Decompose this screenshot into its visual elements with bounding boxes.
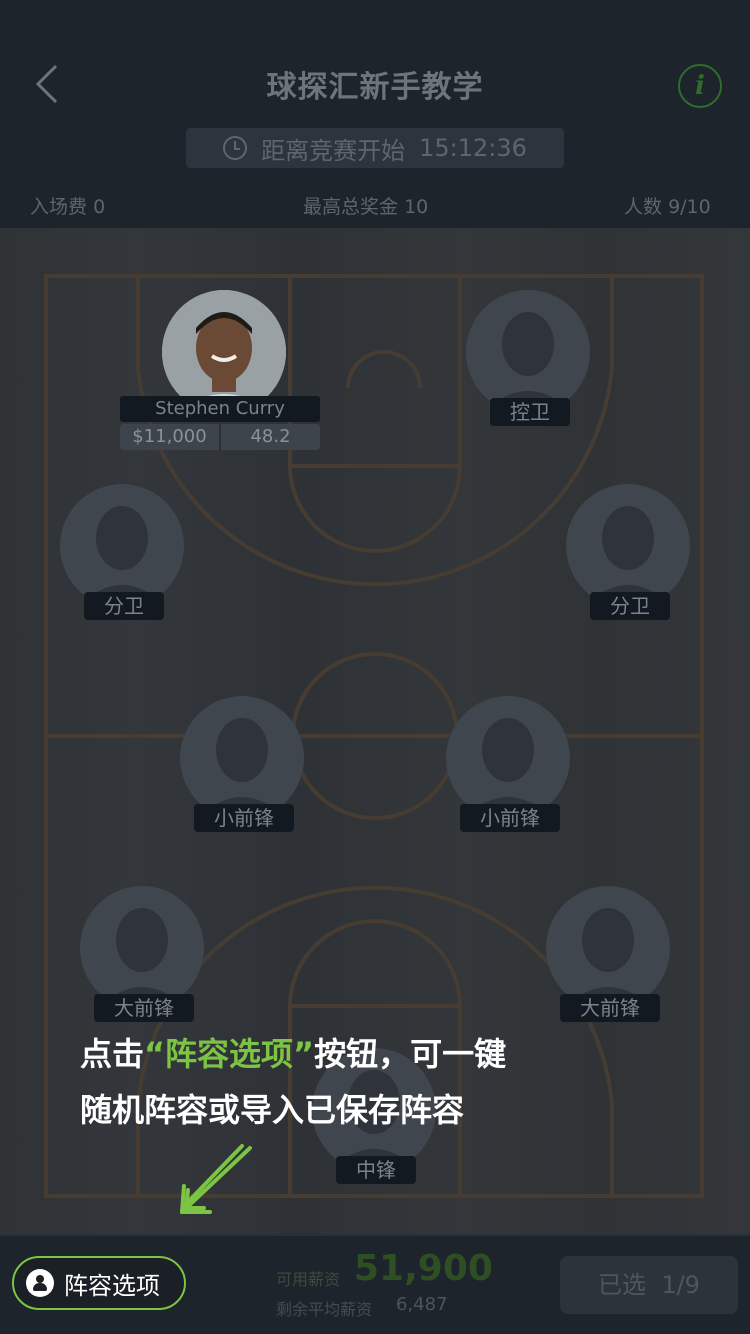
- info-icon[interactable]: i: [678, 64, 722, 108]
- player-name: Stephen Curry: [120, 396, 320, 422]
- player-slot-pg2[interactable]: 控卫: [466, 290, 594, 426]
- timer-label: 距离竞赛开始: [261, 136, 406, 165]
- lineup-button-label: 阵容选项: [64, 1271, 160, 1300]
- empty-avatar-icon: [60, 484, 184, 608]
- basketball-court: [0, 228, 750, 1234]
- player-slot-sg1[interactable]: 分卫: [60, 484, 188, 620]
- empty-avatar-icon: [546, 886, 670, 1010]
- position-label: 大前锋: [94, 994, 194, 1022]
- selected-count-button[interactable]: 已选 1/9: [560, 1256, 738, 1314]
- page-title: 球探汇新手教学: [266, 70, 484, 105]
- player-salary: $11,000: [120, 424, 221, 450]
- tutorial-line-2: 随机阵容或导入已保存阵容: [80, 1091, 465, 1129]
- lineup-options-button[interactable]: 阵容选项: [12, 1256, 186, 1310]
- tutorial-line-1: 点击“阵容选项”按钮，可一键: [80, 1035, 507, 1073]
- available-salary-label: 可用薪资: [276, 1270, 341, 1289]
- empty-avatar-icon: [312, 1048, 436, 1172]
- available-salary-value: 51,900: [354, 1248, 493, 1289]
- position-label: 分卫: [590, 592, 670, 620]
- tutorial-tip: 点击“阵容选项”按钮，可一键 随机阵容或导入已保存阵容: [80, 1026, 506, 1138]
- position-label: 控卫: [490, 398, 570, 426]
- player-slot-pf2[interactable]: 大前锋: [546, 886, 674, 1022]
- clock-icon: [223, 136, 248, 160]
- player-stats: $11,000 48.2: [120, 424, 320, 450]
- player-count: 人数 9/10: [624, 196, 711, 218]
- position-label: 小前锋: [194, 804, 294, 832]
- timer-value: 15:12:36: [419, 134, 527, 162]
- empty-avatar-icon: [80, 886, 204, 1010]
- player-slot-sf2[interactable]: 小前锋: [446, 696, 574, 832]
- position-label: 分卫: [84, 592, 164, 620]
- countdown-timer: 距离竞赛开始 15:12:36: [186, 128, 564, 168]
- entry-fee: 入场费 0: [30, 196, 106, 218]
- empty-avatar-icon: [466, 290, 590, 414]
- avg-salary-value: 6,487: [396, 1294, 448, 1315]
- empty-avatar-icon: [566, 484, 690, 608]
- player-slot-pf1[interactable]: 大前锋: [80, 886, 208, 1022]
- player-slot-c[interactable]: 中锋: [312, 1048, 440, 1184]
- arrow-icon: [180, 1144, 252, 1214]
- player-slot-sf1[interactable]: 小前锋: [180, 696, 308, 832]
- player-slot-sg2[interactable]: 分卫: [566, 484, 694, 620]
- empty-avatar-icon: [180, 696, 304, 820]
- position-label: 小前锋: [460, 804, 560, 832]
- back-icon[interactable]: [28, 60, 76, 108]
- header: 球探汇新手教学 i 距离竞赛开始 15:12:36 入场费 0 最高总奖金 10…: [0, 0, 750, 228]
- bottom-bar: 阵容选项 可用薪资 51,900 剩余平均薪资 6,487 已选 1/9: [0, 1236, 750, 1334]
- player-score: 48.2: [250, 426, 291, 447]
- position-label: 中锋: [336, 1156, 416, 1184]
- avg-salary-label: 剩余平均薪资: [276, 1300, 373, 1319]
- max-prize: 最高总奖金 10: [303, 196, 429, 218]
- position-label: 大前锋: [560, 994, 660, 1022]
- lineup-icon: [26, 1269, 54, 1297]
- empty-avatar-icon: [446, 696, 570, 820]
- tutorial-highlight: “阵容选项”: [144, 1035, 315, 1073]
